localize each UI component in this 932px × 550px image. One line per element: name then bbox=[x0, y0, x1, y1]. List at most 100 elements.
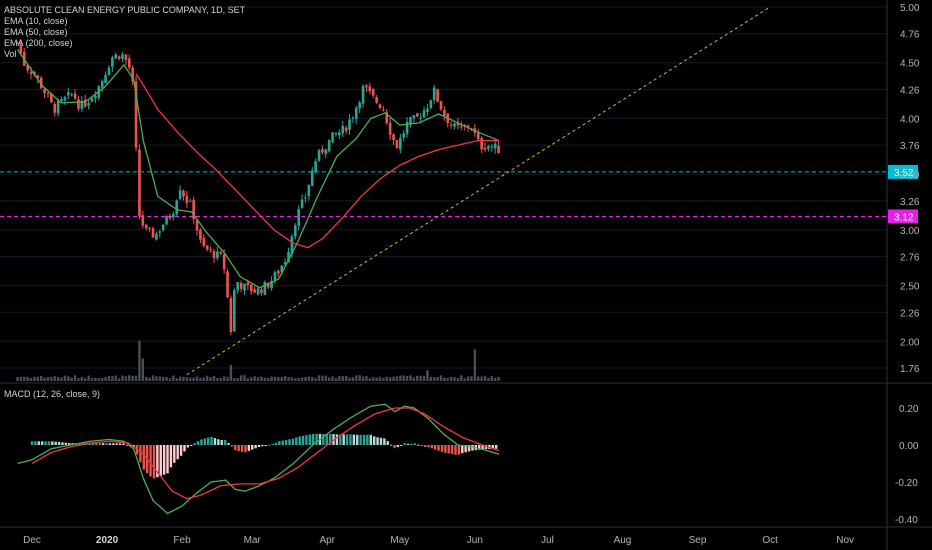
candle bbox=[16, 42, 19, 44]
candle bbox=[293, 225, 297, 237]
macd-histogram-bar bbox=[322, 433, 325, 445]
price-tick-label: 4.00 bbox=[900, 114, 920, 125]
candle bbox=[368, 86, 372, 92]
candle bbox=[117, 56, 121, 59]
candle bbox=[378, 104, 382, 108]
volume-bar bbox=[250, 377, 253, 381]
volume-bar bbox=[344, 375, 348, 381]
time-tick-label: Jun bbox=[467, 535, 483, 546]
candle bbox=[490, 146, 494, 148]
macd-histogram-bar bbox=[115, 443, 118, 445]
legend-ema50[interactable]: EMA (50, close) bbox=[4, 27, 68, 37]
volume-bar bbox=[67, 376, 70, 381]
macd-histogram-bar bbox=[88, 443, 91, 445]
macd-histogram-bar bbox=[454, 445, 457, 455]
candle bbox=[422, 110, 426, 118]
macd-histogram-bar bbox=[400, 445, 403, 446]
volume-bar bbox=[287, 377, 290, 381]
candle bbox=[388, 122, 392, 135]
volume-bar bbox=[70, 377, 73, 381]
candle bbox=[456, 122, 460, 126]
volume-bar bbox=[63, 375, 67, 381]
price-tick-label: 3.00 bbox=[900, 226, 920, 237]
macd-histogram-bar bbox=[64, 442, 68, 445]
candle bbox=[443, 110, 446, 116]
candle bbox=[351, 117, 355, 119]
macd-histogram-bar bbox=[383, 438, 386, 445]
candle bbox=[124, 54, 128, 61]
macd-histogram-bar bbox=[183, 445, 186, 452]
volume-bar bbox=[273, 376, 277, 381]
price-tick-label: 2.26 bbox=[900, 308, 920, 319]
macd-histogram-bar bbox=[471, 445, 474, 451]
volume-bar bbox=[294, 378, 297, 381]
volume-bar bbox=[436, 377, 439, 381]
volume-bar bbox=[483, 375, 487, 381]
volume-bar bbox=[304, 376, 307, 381]
macd-histogram-bar bbox=[417, 444, 420, 446]
candle bbox=[178, 190, 182, 200]
candle bbox=[266, 282, 270, 288]
candle bbox=[432, 87, 436, 100]
volume-bar bbox=[43, 377, 46, 381]
macd-histogram-bar bbox=[393, 445, 396, 449]
candle bbox=[260, 289, 263, 294]
candle bbox=[385, 112, 389, 124]
volume-bar bbox=[165, 376, 168, 381]
volume-bar bbox=[56, 376, 60, 381]
macd-histogram-bar bbox=[271, 443, 274, 445]
macd-histogram-bar bbox=[444, 445, 447, 453]
macd-histogram-bar bbox=[267, 444, 271, 446]
price-tick-label: 1.76 bbox=[900, 364, 920, 375]
price-tick-label: 3.26 bbox=[900, 197, 920, 208]
price-tick-label: 2.00 bbox=[900, 337, 920, 348]
legend-vol[interactable]: Vol bbox=[4, 49, 17, 59]
volume-bar bbox=[195, 376, 199, 381]
time-tick-label: May bbox=[390, 535, 409, 546]
volume-bar bbox=[358, 375, 361, 381]
legend-ema10[interactable]: EMA (10, close) bbox=[4, 16, 68, 26]
volume-bar bbox=[29, 377, 33, 381]
candle bbox=[83, 99, 87, 107]
macd-histogram-bar bbox=[105, 443, 108, 445]
candle bbox=[338, 132, 341, 136]
macd-histogram-bar bbox=[257, 445, 261, 448]
volume-bar bbox=[283, 376, 287, 381]
price-tick-label: 5.00 bbox=[900, 3, 920, 14]
legend-ema200[interactable]: EMA (200, close) bbox=[4, 38, 73, 48]
support-1-badge bbox=[888, 164, 918, 179]
volume-bar bbox=[246, 378, 250, 381]
candle bbox=[104, 74, 107, 84]
macd-histogram-bar bbox=[359, 434, 362, 445]
support-1-label: 3.52 bbox=[894, 168, 914, 179]
macd-legend[interactable]: MACD (12, 26, close, 9) bbox=[4, 389, 101, 399]
volume-bar bbox=[202, 377, 206, 381]
candle bbox=[111, 57, 114, 67]
volume-bar bbox=[382, 378, 385, 381]
candle bbox=[73, 93, 77, 99]
volume-bar bbox=[456, 377, 460, 381]
volume-bar bbox=[433, 377, 436, 381]
volume-bar bbox=[388, 377, 392, 381]
candle bbox=[480, 137, 483, 150]
candle bbox=[402, 133, 406, 138]
volume-bar bbox=[212, 375, 216, 381]
volume-bar bbox=[480, 376, 483, 381]
volume-bar bbox=[233, 378, 236, 381]
candle bbox=[80, 101, 84, 109]
macd-histogram-bar bbox=[437, 445, 440, 451]
candle bbox=[297, 209, 300, 226]
macd-histogram-bar bbox=[152, 445, 156, 479]
macd-histogram-bar bbox=[156, 445, 159, 478]
candle bbox=[239, 282, 243, 289]
volume-bar bbox=[216, 378, 219, 381]
candle bbox=[314, 161, 317, 173]
volume-bar bbox=[131, 375, 134, 381]
macd-histogram-bar bbox=[484, 445, 488, 450]
volume-bar bbox=[141, 358, 145, 381]
macd-histogram-bar bbox=[308, 434, 312, 445]
time-tick-label: Sep bbox=[689, 535, 707, 546]
macd-histogram-bar bbox=[356, 434, 359, 445]
candle bbox=[36, 75, 40, 78]
